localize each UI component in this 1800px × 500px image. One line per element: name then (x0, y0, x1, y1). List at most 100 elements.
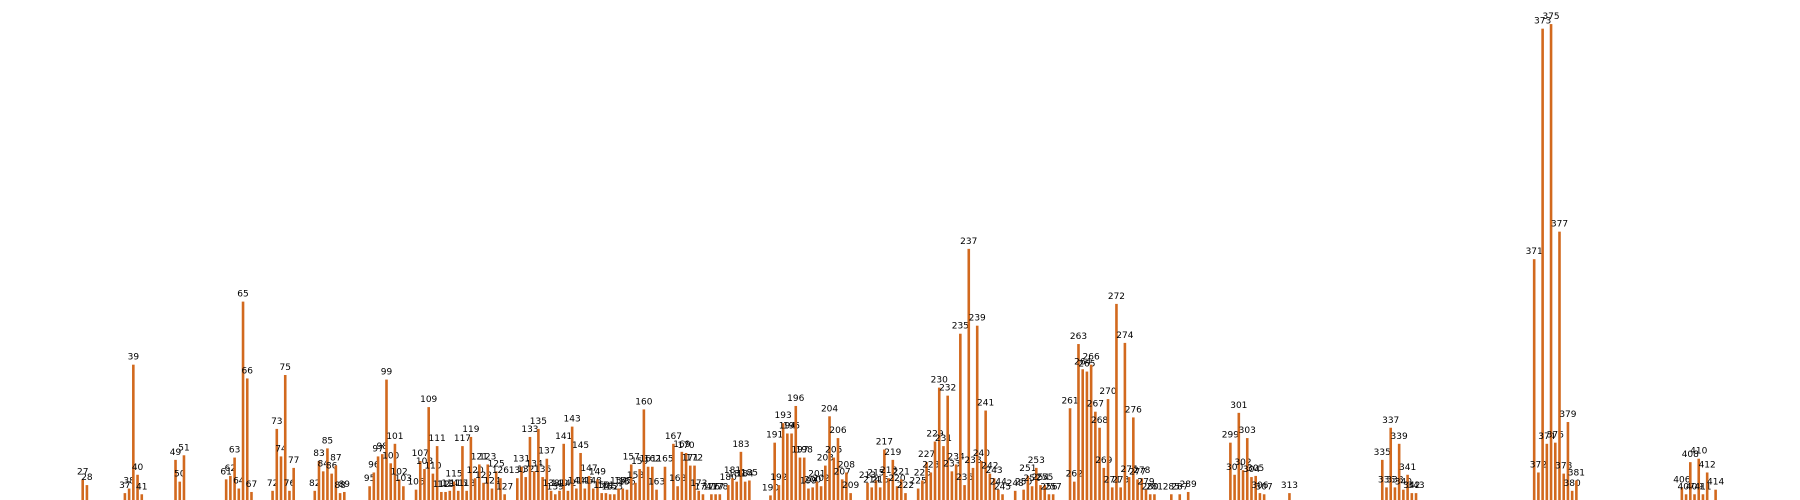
bar-label: 120 (467, 466, 484, 476)
bar (1680, 487, 1684, 500)
bar-label: 407 (1677, 482, 1694, 492)
bar-label: 204 (821, 404, 838, 414)
bar-label: 101 (386, 432, 403, 442)
bar (929, 472, 933, 500)
bar (1132, 417, 1135, 500)
bar-label: 269 (1095, 456, 1112, 466)
bar-label: 162 (644, 455, 661, 465)
bar (625, 489, 629, 500)
bar (916, 488, 920, 500)
bar (840, 479, 844, 500)
bar (1288, 493, 1291, 500)
bar-label: 167 (665, 432, 682, 442)
bar (182, 455, 186, 500)
bar-label: 139 (547, 482, 564, 492)
bar-label: 267 (1087, 400, 1104, 410)
bar-label: 307 (1256, 482, 1273, 492)
bar (1570, 490, 1574, 500)
bar (1705, 472, 1709, 500)
bar-label: 190 (762, 483, 779, 493)
bar-label: 242 (981, 462, 998, 472)
bar-label: 410 (1690, 447, 1707, 457)
bar (1701, 494, 1705, 500)
bar-label: 86 (326, 462, 338, 472)
bar (790, 433, 793, 500)
bar-label: 372 (1530, 460, 1547, 470)
bar (621, 488, 625, 500)
bar-label: 117 (454, 434, 471, 444)
bar (1098, 427, 1101, 500)
bar-label: 138 (542, 479, 559, 489)
bar-label: 222 (897, 481, 914, 491)
bar (372, 472, 376, 500)
bar (1081, 369, 1085, 500)
bar-label: 177 (707, 482, 724, 492)
bar (1380, 459, 1384, 500)
bar-label: 220 (888, 474, 905, 484)
bar-label: 147 (580, 464, 597, 474)
bar-label: 377 (1551, 220, 1568, 230)
bar-label: 203 (817, 454, 834, 464)
bar (959, 333, 962, 500)
bar (1397, 443, 1401, 500)
bar-label: 263 (1070, 332, 1087, 342)
bar-label: 301 (1230, 401, 1247, 411)
bar (1026, 475, 1030, 500)
bar-label: 65 (237, 290, 248, 300)
bar-label: 199 (800, 477, 817, 487)
bar (1077, 344, 1080, 500)
bar (136, 474, 139, 500)
bar (984, 410, 987, 500)
bar-label: 141 (555, 432, 572, 442)
bar (802, 457, 806, 500)
bar-label: 213 (859, 471, 876, 481)
bar (1684, 494, 1688, 500)
bar-label: 95 (364, 474, 375, 484)
bar-label: 238 (964, 456, 981, 466)
bar-label: 112 (433, 480, 450, 490)
bar-label: 243 (985, 466, 1002, 476)
bar (418, 461, 422, 500)
bar-label: 87 (330, 454, 341, 464)
bar-label: 409 (1686, 482, 1703, 492)
bar (1541, 28, 1544, 500)
bar-label: 51 (178, 443, 189, 453)
bar-label: 192 (770, 473, 787, 483)
bar-label: 97 (372, 444, 383, 454)
bar (1034, 467, 1038, 500)
bar-label: 341 (1399, 463, 1416, 473)
bar-label: 123 (479, 452, 496, 462)
bar (397, 479, 401, 500)
bar (684, 452, 688, 500)
bar (642, 409, 646, 500)
bar-label: 270 (1099, 387, 1116, 397)
bar (469, 436, 473, 500)
bar-label: 233 (943, 459, 960, 469)
bar-label: 160 (635, 397, 652, 407)
bar (494, 471, 498, 500)
bar-label: 371 (1526, 247, 1543, 257)
bar-label: 375 (1542, 12, 1559, 22)
bar-label: 217 (876, 438, 893, 448)
bar-label: 145 (572, 441, 589, 451)
bar (1106, 399, 1110, 500)
bar (954, 464, 958, 500)
bar-label: 173 (690, 479, 707, 489)
bar-label: 151 (597, 481, 614, 491)
bar-label: 251 (1019, 464, 1036, 474)
bar-label: 302 (1234, 458, 1251, 468)
bar-label: 180 (720, 473, 737, 483)
bar-label: 150 (593, 481, 610, 491)
bar (832, 457, 836, 500)
bar-label: 374 (1538, 432, 1555, 442)
bar-label: 182 (728, 470, 745, 480)
bar-label: 214 (863, 475, 880, 485)
bar-label: 158 (627, 471, 644, 481)
bar (326, 448, 329, 500)
bar-label: 201 (808, 470, 825, 480)
bar (726, 485, 730, 500)
bar (570, 426, 574, 500)
bar (899, 479, 903, 500)
bar (1068, 408, 1072, 500)
